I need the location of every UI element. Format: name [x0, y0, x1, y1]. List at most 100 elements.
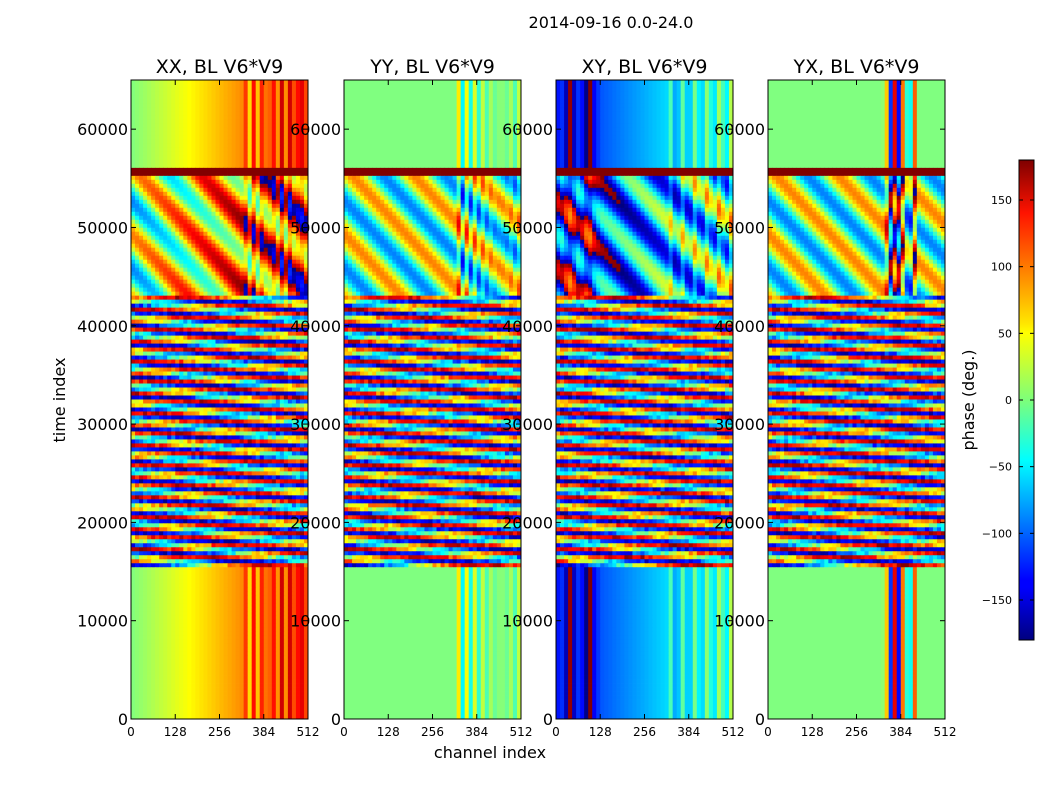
heatmap-cell: [227, 175, 232, 181]
heatmap-cell: [239, 115, 245, 121]
heatmap-cell: [175, 387, 180, 392]
heatmap-cell: [291, 231, 297, 237]
heatmap-cell: [151, 467, 156, 472]
heatmap-cell: [155, 459, 160, 464]
heatmap-cell: [251, 80, 257, 85]
heatmap-cell: [299, 319, 305, 325]
heatmap-cell: [183, 311, 188, 317]
heatmap-cell: [231, 235, 236, 241]
heatmap-cell: [219, 391, 224, 396]
heatmap-cell: [191, 239, 196, 245]
heatmap-cell: [155, 283, 160, 289]
heatmap-cell: [291, 151, 297, 157]
heatmap-cell: [187, 115, 192, 121]
heatmap-cell: [203, 107, 208, 113]
heatmap-cell: [171, 87, 176, 93]
heatmap-cell: [183, 231, 188, 237]
heatmap-cell: [275, 295, 281, 301]
heatmap-cell: [163, 279, 168, 285]
heatmap-cell: [219, 423, 224, 428]
heatmap-cell: [187, 243, 192, 249]
heatmap-cell: [171, 235, 176, 241]
heatmap-cell: [147, 351, 152, 356]
heatmap-cell: [227, 227, 232, 233]
heatmap-cell: [227, 471, 232, 476]
heatmap-cell: [143, 111, 148, 117]
heatmap-cell: [231, 239, 236, 245]
heatmap-cell: [251, 207, 257, 213]
heatmap-cell: [195, 187, 200, 193]
heatmap-cell: [271, 495, 277, 500]
heatmap-cell: [295, 339, 301, 344]
heatmap-cell: [235, 443, 241, 448]
heatmap-cell: [159, 83, 164, 89]
heatmap-cell: [263, 519, 269, 524]
heatmap-cell: [179, 359, 184, 364]
heatmap-cell: [279, 419, 285, 424]
heatmap-cell: [239, 191, 245, 197]
heatmap-cell: [263, 247, 269, 253]
heatmap-cell: [167, 147, 172, 153]
heatmap-cell: [259, 119, 265, 125]
heatmap-cell: [211, 123, 216, 129]
heatmap-cell: [211, 487, 216, 492]
heatmap-cell: [243, 375, 249, 380]
heatmap-cell: [187, 263, 192, 269]
heatmap-cell: [147, 163, 152, 169]
heatmap-cell: [291, 91, 297, 97]
heatmap-cell: [175, 231, 180, 237]
heatmap-cell: [279, 263, 285, 269]
heatmap-cell: [211, 135, 216, 141]
heatmap-cell: [163, 147, 168, 153]
heatmap-cell: [235, 259, 241, 265]
heatmap-cell: [211, 95, 216, 101]
heatmap-cell: [275, 379, 281, 384]
heatmap-cell: [283, 335, 289, 340]
heatmap-cell: [231, 495, 236, 500]
heatmap-cell: [147, 487, 152, 492]
heatmap-cell: [163, 471, 168, 476]
heatmap-cell: [215, 219, 220, 225]
heatmap-cell: [143, 419, 148, 424]
heatmap-cell: [259, 135, 265, 141]
heatmap-cell: [183, 191, 188, 197]
heatmap-cell: [231, 527, 236, 532]
heatmap-cell: [155, 295, 160, 301]
heatmap-cell: [211, 347, 216, 352]
heatmap-cell: [151, 451, 156, 456]
heatmap-cell: [151, 195, 156, 201]
heatmap-cell: [263, 475, 269, 480]
heatmap-cell: [247, 231, 253, 237]
heatmap-cell: [131, 527, 136, 532]
heatmap-cell: [163, 127, 168, 133]
heatmap-cell: [303, 103, 309, 109]
heatmap-cell: [247, 475, 253, 480]
heatmap-cell: [191, 455, 196, 460]
heatmap-cell: [139, 527, 144, 532]
heatmap-cell: [227, 131, 232, 137]
heatmap-cell: [235, 495, 241, 500]
heatmap-cell: [175, 383, 180, 388]
heatmap-cell: [187, 139, 192, 145]
heatmap-cell: [211, 395, 216, 400]
heatmap-cell: [283, 435, 289, 440]
heatmap-cell: [263, 427, 269, 432]
heatmap-cell: [179, 315, 184, 321]
heatmap-cell: [267, 211, 273, 217]
heatmap-cell: [247, 223, 253, 229]
heatmap-cell: [215, 287, 220, 293]
heatmap-cell: [155, 367, 160, 372]
heatmap-cell: [251, 103, 257, 109]
heatmap-cell: [295, 103, 301, 109]
heatmap-cell: [203, 80, 208, 85]
heatmap-cell: [159, 187, 164, 193]
heatmap-cell: [175, 507, 180, 512]
heatmap-cell: [231, 175, 236, 181]
heatmap-cell: [291, 463, 297, 468]
heatmap-cell: [215, 191, 220, 197]
heatmap-cell: [215, 303, 220, 309]
heatmap-cell: [179, 131, 184, 137]
heatmap-cell: [135, 80, 140, 85]
heatmap-cell: [271, 239, 277, 245]
heatmap-cell: [147, 87, 152, 93]
